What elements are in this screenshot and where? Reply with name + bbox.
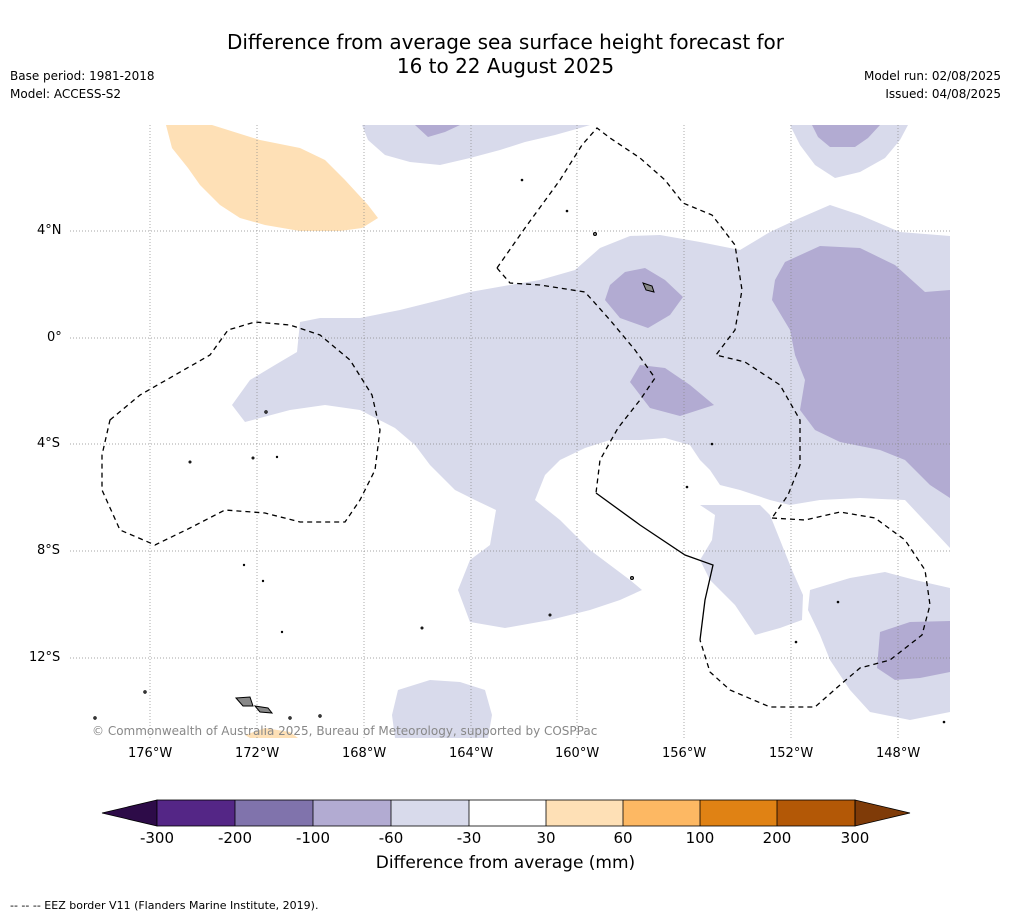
- colorbar-segment: [546, 800, 623, 826]
- lon-label: 160°W: [555, 746, 600, 761]
- lat-label: 8°S: [37, 543, 61, 558]
- copyright-credit: © Commonwealth of Australia 2025, Bureau…: [92, 724, 598, 738]
- colorbar-tick: 200: [762, 829, 792, 847]
- islands: [93, 178, 946, 724]
- model-run: Model run: 02/08/2025: [863, 69, 1001, 83]
- map-panel: [70, 125, 950, 738]
- colorbar-tick: 100: [685, 829, 715, 847]
- lon-label: 176°W: [128, 746, 173, 761]
- colorbar-tick: -100: [295, 829, 331, 847]
- lat-label: 4°S: [37, 436, 61, 451]
- eez-borders: [101, 127, 931, 708]
- lon-label: 148°W: [876, 746, 921, 761]
- colorbar: [101, 799, 911, 827]
- lat-label: 4°N: [37, 223, 62, 238]
- colorbar-segment: [235, 800, 313, 826]
- colorbar-label: Difference from average (mm): [375, 853, 636, 873]
- colorbar-segment: [157, 800, 235, 826]
- eez-solid-border: [595, 492, 714, 641]
- base-period: Base period: 1981-2018: [10, 69, 155, 83]
- colorbar-segment: [700, 800, 777, 826]
- meta-right: Model run: 02/08/2025 Issued: 04/08/2025: [864, 67, 1001, 103]
- colorbar-extend-high: [854, 799, 911, 827]
- map-gridlines: [70, 125, 950, 738]
- colorbar-tick: -200: [217, 829, 253, 847]
- lon-label: 164°W: [449, 746, 494, 761]
- lat-label: 0°: [47, 330, 62, 345]
- colorbar-tick: -300: [139, 829, 175, 847]
- lon-label: 168°W: [342, 746, 387, 761]
- colorbar-tick: -30: [456, 829, 482, 847]
- lon-label: 152°W: [769, 746, 814, 761]
- colorbar-tick: 30: [536, 829, 556, 847]
- lon-label: 156°W: [662, 746, 707, 761]
- eez-legend-note: -- -- -- EEZ border V11 (Flanders Marine…: [10, 899, 319, 912]
- anomaly-region-medium: [415, 125, 950, 680]
- colorbar-tick: -60: [378, 829, 404, 847]
- meta-left: Base period: 1981-2018 Model: ACCESS-S2: [10, 67, 155, 103]
- colorbar-segment: [623, 800, 700, 826]
- colorbar-segment: [469, 800, 546, 826]
- colorbar-segment: [391, 800, 469, 826]
- issued-date: Issued: 04/08/2025: [885, 87, 1001, 101]
- colorbar-segment: [313, 800, 391, 826]
- colorbar-extend-low: [101, 799, 158, 827]
- lon-label: 172°W: [235, 746, 280, 761]
- lat-label: 12°S: [29, 650, 61, 665]
- anomaly-region-positive: [166, 125, 378, 738]
- colorbar-tick: 60: [613, 829, 633, 847]
- model-name: Model: ACCESS-S2: [10, 87, 122, 101]
- title-line-1: Difference from average sea surface heig…: [226, 30, 785, 54]
- title-line-2: 16 to 22 August 2025: [396, 54, 615, 78]
- map-title: Difference from average sea surface heig…: [0, 30, 1011, 78]
- colorbar-segment: [777, 800, 855, 826]
- colorbar-tick: 300: [840, 829, 870, 847]
